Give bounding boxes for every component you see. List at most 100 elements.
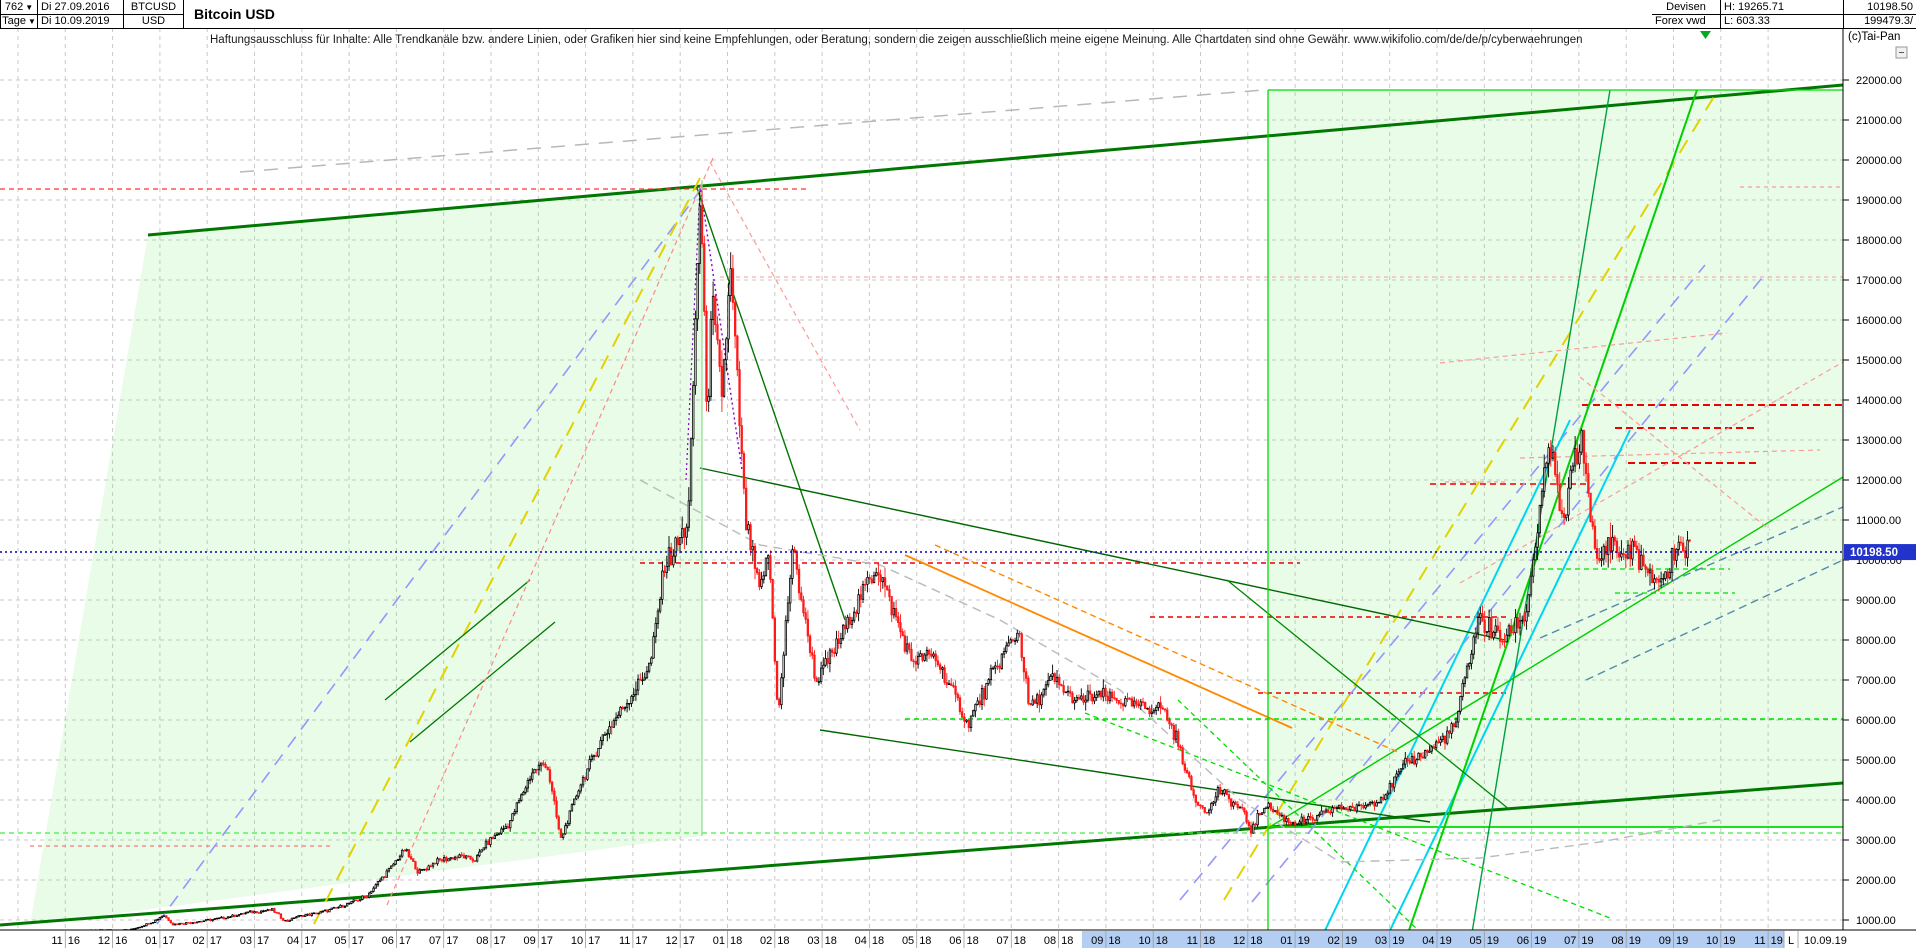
header-divider [0, 28, 1916, 29]
month-label: 09 [1091, 935, 1103, 947]
month-label: 18 [1014, 935, 1026, 947]
month-label: 11 [1187, 935, 1198, 947]
month-label: 18 [1203, 935, 1215, 947]
month-label: 05 [334, 935, 346, 947]
month-label: 17 [683, 935, 695, 947]
period-high-label: H: 19265.71 [1721, 0, 1844, 15]
month-label: 19 [1629, 935, 1641, 947]
month-label: 07 [1564, 935, 1576, 947]
trend-lines [0, 83, 1843, 930]
month-label: 17 [257, 935, 269, 947]
month-label: 07 [429, 935, 441, 947]
candlestick-series [88, 190, 1691, 930]
bars-count-dropdown[interactable]: 762 ▼ [0, 0, 38, 15]
month-label: 19 [1581, 935, 1593, 947]
month-label: 03 [807, 935, 819, 947]
period-unit-dropdown[interactable]: Tage ▼ [0, 15, 38, 29]
price-label: 15000.00 [1856, 355, 1902, 367]
month-label: 11 [1754, 935, 1765, 947]
month-label: 18 [967, 935, 979, 947]
price-label: 18000.00 [1856, 235, 1902, 247]
month-label: 16 [115, 935, 127, 947]
month-label: 18 [919, 935, 931, 947]
month-label: 19 [1345, 935, 1357, 947]
price-label: 4000.00 [1856, 795, 1896, 807]
month-label: 19 [1723, 935, 1735, 947]
month-label: 09 [524, 935, 536, 947]
plot-area [0, 28, 1843, 930]
month-label: 18 [1108, 935, 1120, 947]
month-label: 02 [192, 935, 204, 947]
period-unit-value: Tage [2, 15, 26, 27]
month-label: 08 [1611, 935, 1623, 947]
month-label: 11 [619, 935, 630, 947]
month-label: 09 [1659, 935, 1671, 947]
price-label: 13000.00 [1856, 435, 1902, 447]
instrument-title: Bitcoin USD [194, 6, 275, 22]
month-label: 18 [825, 935, 837, 947]
month-label: 19 [1392, 935, 1404, 947]
price-label: 3000.00 [1856, 835, 1896, 847]
price-label: 2000.00 [1856, 875, 1896, 887]
month-label: 04 [855, 935, 867, 947]
price-label: 12000.00 [1856, 475, 1902, 487]
month-label: 02 [1328, 935, 1340, 947]
month-label: 18 [1250, 935, 1262, 947]
month-label: 01 [145, 935, 157, 947]
marker-triangle-icon [1700, 31, 1711, 39]
bars-count-value: 762 [4, 0, 24, 13]
dropdown-arrow-icon: ▼ [25, 2, 34, 12]
price-label: 14000.00 [1856, 395, 1902, 407]
highlighted-date-range [1081, 931, 1785, 948]
price-label: 8000.00 [1856, 635, 1896, 647]
month-label: 12 [1233, 935, 1245, 947]
date-to-field[interactable]: Di 10.09.2019 [38, 15, 124, 29]
month-label: 04 [1422, 935, 1434, 947]
symbol-label: BTCUSD [124, 0, 184, 15]
month-label: 12 [98, 935, 110, 947]
date-from-field[interactable]: Di 27.09.2016 [38, 0, 124, 15]
price-label: 5000.00 [1856, 755, 1896, 767]
month-label: 19 [1487, 935, 1499, 947]
copyright-label: (c)Tai-Pan [1848, 31, 1900, 43]
month-label: 19 [1676, 935, 1688, 947]
month-label: 19 [1771, 935, 1783, 947]
month-label: 06 [949, 935, 961, 947]
month-label: 11 [51, 935, 62, 947]
price-label: 22000.00 [1856, 75, 1902, 87]
month-label: 12 [665, 935, 677, 947]
moving-average-line [639, 479, 1721, 863]
current-price-tag-value: 10198.50 [1850, 547, 1898, 559]
grid-lines [0, 28, 1843, 930]
month-label: 17 [210, 935, 222, 947]
month-label: 17 [635, 935, 647, 947]
month-label: 05 [1470, 935, 1482, 947]
month-label: 07 [997, 935, 1009, 947]
price-label: 20000.00 [1856, 155, 1902, 167]
price-label: 21000.00 [1856, 115, 1902, 127]
feed-label: Forex vwd [1652, 15, 1721, 29]
currency-label: USD [124, 15, 184, 29]
month-label: 17 [541, 935, 553, 947]
month-label: 03 [1375, 935, 1387, 947]
month-label: 08 [476, 935, 488, 947]
month-label: 17 [304, 935, 316, 947]
volume-value: 199479.3/ [1844, 15, 1916, 29]
month-label: 17 [494, 935, 506, 947]
month-label: 06 [382, 935, 394, 947]
price-label: 1000.00 [1856, 915, 1896, 927]
month-label: 18 [777, 935, 789, 947]
month-label: 18 [872, 935, 884, 947]
month-label: 10 [1138, 935, 1150, 947]
month-label: 17 [162, 935, 174, 947]
dropdown-arrow-icon: ▼ [27, 17, 36, 26]
month-label: 16 [68, 935, 80, 947]
month-label: 03 [240, 935, 252, 947]
month-label: 17 [399, 935, 411, 947]
price-label: 17000.00 [1856, 275, 1902, 287]
month-label: 01 [713, 935, 725, 947]
month-label: 01 [1280, 935, 1292, 947]
current-price-tag [1844, 544, 1916, 561]
month-labels: 11 16 12 16 01 17 02 17 03 17 04 17 05 17 06 17 07 17 08 17… [51, 931, 1783, 948]
